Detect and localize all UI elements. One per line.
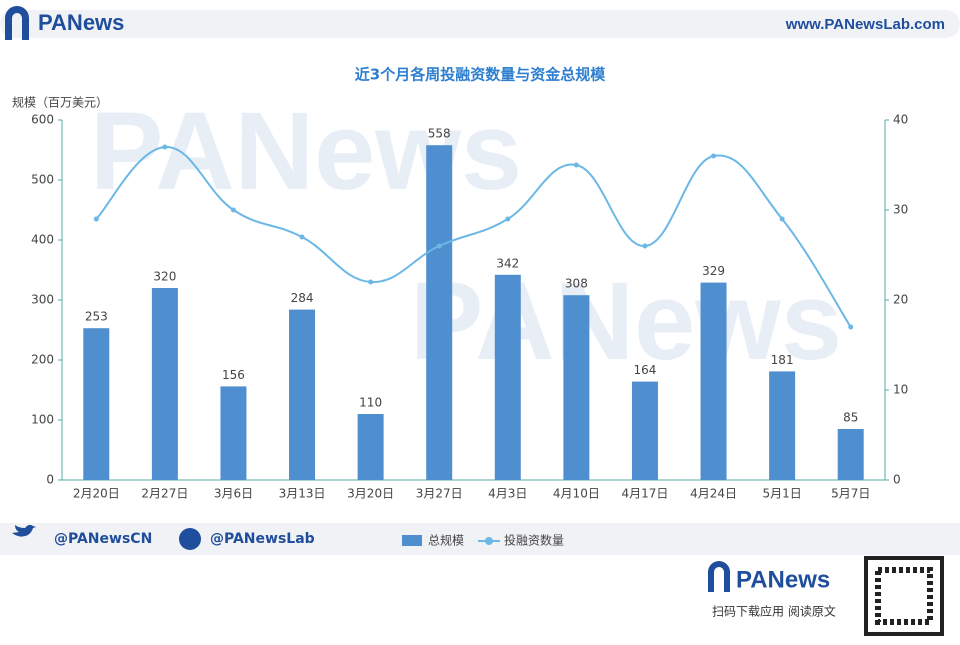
- x-tick-label: 5月7日: [831, 487, 870, 501]
- bar: [563, 295, 590, 480]
- y-tick-label: 200: [31, 353, 54, 367]
- x-tick-label: 5月1日: [762, 487, 801, 501]
- line-point: [299, 234, 305, 240]
- y-axis-title: 规模（百万美元）: [12, 95, 108, 110]
- bar: [494, 274, 521, 480]
- chart-title: 近3个月各周投融资数量与资金总规模: [355, 66, 606, 84]
- bar-value-label: 329: [702, 264, 725, 278]
- line-point: [505, 216, 511, 222]
- x-tick-label: 2月27日: [141, 487, 188, 501]
- line-point: [230, 207, 236, 213]
- bar: [837, 429, 864, 480]
- footer-logo: PANews: [736, 566, 830, 593]
- x-tick-label: 4月10日: [553, 487, 600, 501]
- bar: [151, 288, 178, 480]
- y2-tick-label: 40: [893, 113, 908, 127]
- bar: [357, 414, 384, 480]
- bar: [631, 381, 658, 480]
- header-url: www.PANewsLab.com: [785, 16, 945, 33]
- x-tick-label: 3月20日: [347, 487, 394, 501]
- y2-tick-label: 0: [893, 473, 901, 487]
- twitter-handle: @PANewsCN: [54, 531, 152, 547]
- bar-value-label: 181: [771, 353, 794, 367]
- y2-tick-label: 30: [893, 203, 908, 217]
- header-bar: [0, 10, 960, 38]
- legend-label: 投融资数量: [504, 533, 564, 548]
- qr-code-pattern: [875, 567, 933, 625]
- line-point: [779, 216, 785, 222]
- line-point: [436, 243, 442, 249]
- y-tick-label: 0: [46, 473, 54, 487]
- bar-value-label: 110: [359, 396, 382, 410]
- bar: [769, 371, 796, 480]
- y-tick-label: 600: [31, 113, 54, 127]
- line-point: [573, 162, 579, 168]
- bar-value-label: 253: [85, 310, 108, 324]
- bar: [426, 145, 453, 480]
- x-tick-label: 3月27日: [416, 487, 463, 501]
- x-tick-label: 4月17日: [622, 487, 669, 501]
- line-point: [711, 153, 717, 159]
- watermark: PANews: [410, 260, 842, 383]
- bar-value-label: 342: [496, 256, 519, 270]
- logo-icon: [5, 6, 29, 40]
- bar: [289, 309, 316, 480]
- line-point: [93, 216, 99, 222]
- watermark: PANews: [90, 90, 522, 213]
- legend-swatch: [402, 535, 422, 546]
- bar-value-label: 284: [291, 291, 314, 305]
- qr-caption: 扫码下载应用 阅读原文: [712, 604, 836, 619]
- x-tick-label: 3月13日: [279, 487, 326, 501]
- bar-value-label: 164: [634, 363, 657, 377]
- header-logo: PANews: [38, 10, 124, 35]
- x-tick-label: 3月6日: [214, 487, 253, 501]
- y-tick-label: 500: [31, 173, 54, 187]
- line-point: [848, 324, 854, 330]
- footer-logo-icon: [708, 561, 730, 592]
- x-tick-label: 2月20日: [73, 487, 120, 501]
- bar-value-label: 558: [428, 127, 451, 141]
- line-point: [642, 243, 648, 249]
- y-tick-label: 100: [31, 413, 54, 427]
- y2-tick-label: 20: [893, 293, 908, 307]
- line: [95, 145, 852, 328]
- y2-tick-label: 10: [893, 383, 908, 397]
- twitter-icon: [12, 524, 36, 537]
- y-tick-label: 400: [31, 233, 54, 247]
- legend-label: 总规模: [428, 533, 464, 548]
- bar-value-label: 308: [565, 277, 588, 291]
- facebook-icon: [179, 528, 201, 550]
- bar-value-label: 156: [222, 368, 245, 382]
- line-point: [162, 144, 168, 150]
- bar-value-label: 320: [153, 270, 176, 284]
- facebook-handle: @PANewsLab: [210, 531, 315, 547]
- bar-value-label: 85: [843, 411, 858, 425]
- footer-bar: [0, 523, 960, 555]
- x-tick-label: 4月3日: [488, 487, 527, 501]
- bar: [83, 328, 110, 480]
- line-point: [368, 279, 374, 285]
- x-tick-label: 4月24日: [690, 487, 737, 501]
- bar: [220, 386, 247, 480]
- bar: [700, 282, 727, 480]
- legend-swatch: [485, 537, 493, 545]
- y-tick-label: 300: [31, 293, 54, 307]
